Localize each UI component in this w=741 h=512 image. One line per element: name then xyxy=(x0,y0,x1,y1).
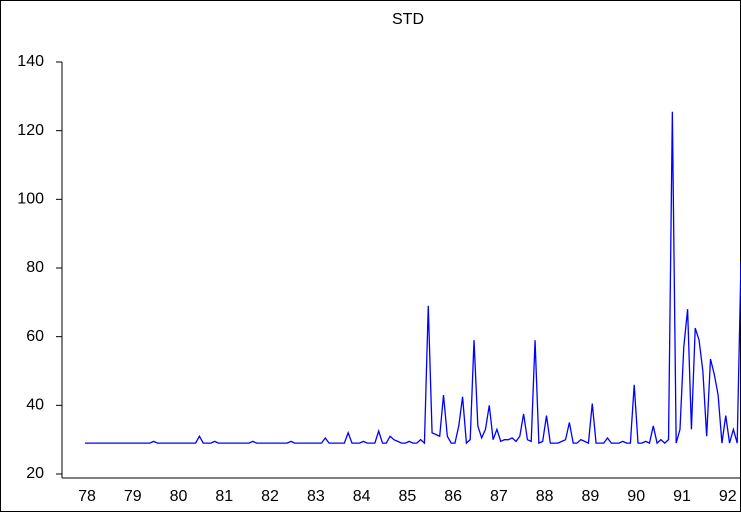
x-tick-label: 88 xyxy=(536,488,554,505)
x-tick-label: 86 xyxy=(444,488,462,505)
line-series xyxy=(85,111,741,445)
x-tick-label: 89 xyxy=(582,488,600,505)
x-tick-label: 90 xyxy=(627,488,645,505)
x-tick-label: 91 xyxy=(673,488,691,505)
x-tick-label: 82 xyxy=(261,488,279,505)
x-tick-label: 81 xyxy=(215,488,233,505)
x-tick-label: 87 xyxy=(490,488,508,505)
chart-title: STD xyxy=(392,11,424,28)
y-tick-label: 60 xyxy=(26,328,44,345)
x-tick-label: 85 xyxy=(398,488,416,505)
x-tick-label: 78 xyxy=(78,488,96,505)
y-tick-label: 40 xyxy=(26,397,44,414)
y-tick-label: 80 xyxy=(26,259,44,276)
x-tick-label: 92 xyxy=(719,488,737,505)
y-tick-label: 20 xyxy=(26,465,44,482)
x-tick-label: 80 xyxy=(170,488,188,505)
y-tick-label: 100 xyxy=(17,191,44,208)
y-tick-label: 140 xyxy=(17,53,44,70)
x-tick-label: 83 xyxy=(307,488,325,505)
x-tick-label: 79 xyxy=(124,488,142,505)
y-tick-label: 120 xyxy=(17,122,44,139)
x-tick-label: 84 xyxy=(353,488,371,505)
